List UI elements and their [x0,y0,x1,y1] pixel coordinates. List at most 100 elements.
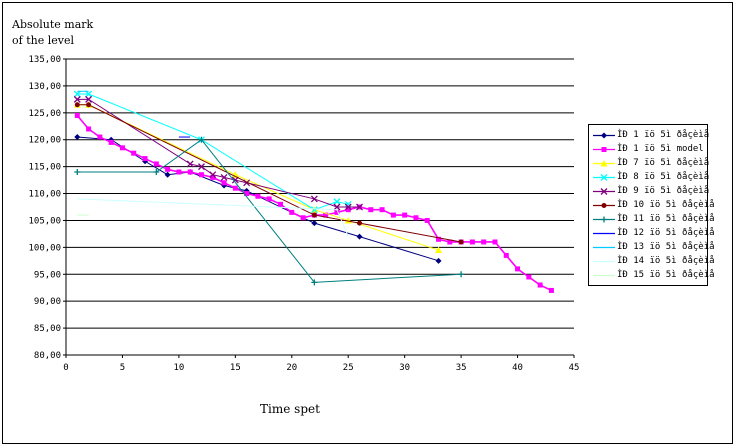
legend-label: ÌÐ 10 ïö 5ì ðåçèìå [617,200,715,210]
data-point-1 [119,145,125,151]
data-point-1 [492,239,498,245]
legend-swatch-marker [601,203,607,208]
legend-swatch-marker [601,132,607,139]
data-point-1 [424,217,430,223]
data-point-6 [198,136,205,143]
data-point-1 [323,212,329,218]
data-point-4 [220,173,228,181]
series-line-3 [77,93,349,211]
data-point-4 [310,195,318,203]
series-line-9 [77,198,349,237]
legend-item: ÌÐ 12 ïö 5ì ðåçèìå [591,227,715,240]
legend-swatch [593,232,615,235]
data-point-3 [333,198,341,206]
legend-swatch [593,174,615,181]
data-point-2 [435,246,443,254]
data-point-1 [402,212,408,218]
chart-title-line-2: of the level [12,34,74,47]
data-point-1 [142,156,148,162]
data-point-6 [311,279,318,286]
y-tick-label: 85,00 [34,324,61,334]
series-line-4 [77,98,360,208]
y-tick-label: 100,00 [28,243,61,253]
legend-swatch-marker [601,147,607,152]
data-point-1 [345,207,351,213]
data-point-1 [176,169,182,175]
data-point-4 [333,203,341,211]
x-tick-label: 10 [173,363,184,373]
legend-swatch [593,274,615,277]
data-point-1 [74,113,80,119]
legend-item: ÌÐ 11 ïö 5ì ðåçèìå [591,213,715,226]
legend-label: ÌÐ 11 ïö 5ì ðåçèìå [617,214,715,224]
y-tick-label: 120,00 [28,136,61,146]
data-point-1 [503,252,509,258]
x-tick-label: 40 [512,363,523,373]
data-point-3 [344,200,352,208]
data-point-4 [209,171,217,179]
data-point-1 [390,212,396,218]
data-point-0 [74,134,81,141]
data-point-4 [186,160,194,168]
y-tick-label: 130,00 [28,82,61,92]
data-point-1 [368,207,374,213]
legend-label: ÌÐ 8 ïö 5ì ðåçèìå [617,172,710,182]
data-point-1 [481,239,487,245]
legend-swatch-marker [600,160,608,167]
data-point-1 [210,174,216,180]
legend-label: ÌÐ 7 ïö 5ì ðåçèìå [617,158,710,168]
data-point-1 [277,201,283,207]
legend-item: ÌÐ 13 ïö 5ì ðåçèìå [591,241,715,254]
legend-item: ÌÐ 1 ïö 5ì ðåçèìå [591,129,710,142]
data-point-4 [198,163,205,171]
x-tick-label: 0 [63,363,68,373]
legend-label: ÌÐ 9 ïö 5ì ðåçèìå [617,186,710,196]
data-point-1 [379,207,385,213]
legend-swatch [593,147,615,152]
y-tick-label: 125,00 [28,109,61,119]
data-point-1 [537,282,543,288]
series-line-6 [77,139,462,283]
legend-label: ÌÐ 1 ïö 5ì ðåçèìå [617,130,710,140]
data-point-1 [108,139,114,145]
data-point-4 [85,95,93,103]
data-point-1 [86,126,92,132]
data-point-4 [73,95,81,103]
y-tick-label: 95,00 [34,270,61,280]
x-tick-label: 5 [120,363,125,373]
x-axis-label: Time spet [260,402,320,416]
data-point-1 [165,166,171,172]
data-point-5 [86,102,92,108]
y-tick-label: 115,00 [28,163,61,173]
data-point-1 [526,274,532,280]
legend-label: ÌÐ 15 ïö 5ì ðåçèìå [617,270,715,280]
data-point-1 [97,134,103,140]
legend-swatch [593,160,615,167]
legend-item: ÌÐ 1 ïö 5ì model [591,143,707,156]
data-point-0 [435,257,442,264]
y-tick-label: 90,00 [34,297,61,307]
legend-swatch [593,246,615,249]
legend-item: ÌÐ 14 ïö 5ì ðåçèìå [591,255,715,268]
data-point-1 [300,215,306,221]
legend-item: ÌÐ 15 ïö 5ì ðåçèìå [591,269,715,282]
data-point-4 [344,203,352,211]
data-point-1 [255,193,261,199]
data-point-1 [266,196,272,202]
data-point-1 [131,150,137,156]
data-point-1 [447,239,453,245]
legend-swatch [593,260,615,263]
legend-item: ÌÐ 10 ïö 5ì ðåçèìå [591,199,715,212]
legend-swatch-marker [600,188,608,195]
data-point-6 [458,271,465,278]
series-line-5 [77,104,462,243]
data-point-0 [356,233,363,240]
data-point-0 [164,171,171,178]
y-tick-label: 80,00 [34,351,61,361]
legend-swatch-marker [600,174,608,181]
legend-item: ÌÐ 8 ïö 5ì ðåçèìå [591,171,710,184]
chart-legend: ÌÐ 1 ïö 5ì ðåçèìå ÌÐ 1 ïö 5ì model ÌÐ 7 ïö… [588,124,715,286]
x-tick-label: 30 [399,363,410,373]
data-point-1 [548,287,554,293]
data-point-1 [334,209,340,215]
